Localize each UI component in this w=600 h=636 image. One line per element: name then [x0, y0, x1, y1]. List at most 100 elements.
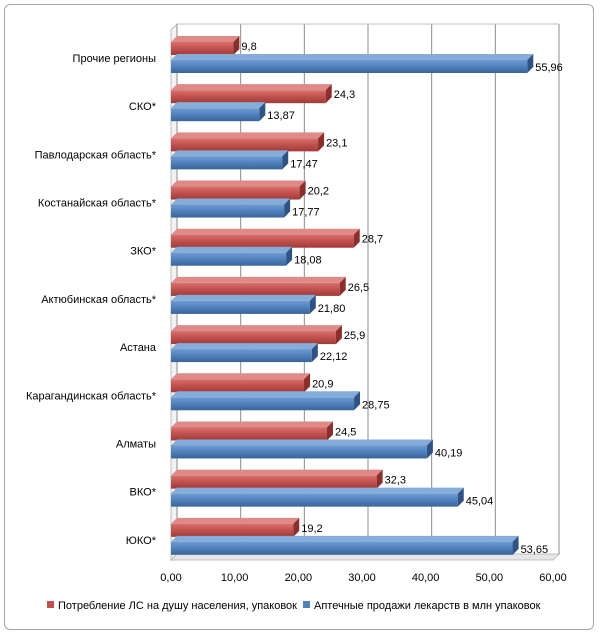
bar-end-face	[335, 325, 342, 345]
bar-sales-0	[171, 54, 534, 73]
category-label-3: Костанайская область*	[38, 198, 157, 210]
bar-end-face	[299, 180, 306, 200]
data-label-sales-5: 21,80	[318, 303, 346, 315]
bar-consumption-0	[171, 36, 240, 55]
bar-top-face	[171, 150, 289, 157]
category-label-6: Астана	[120, 342, 157, 354]
bar-sales-8	[171, 439, 433, 459]
x-tick-label-0: 0,00	[160, 572, 181, 584]
bar-end-face	[353, 228, 360, 248]
x-tick-label-4: 40,00	[412, 572, 440, 584]
data-label-sales-1: 13,87	[267, 110, 295, 122]
category-label-2: Павлодарская область*	[35, 149, 157, 161]
bar-top-face	[171, 391, 361, 398]
bar-top-face	[171, 343, 318, 350]
bar-top-face	[171, 246, 293, 253]
legend-label-consumption: Потребление ЛС на душу населения, упаков…	[58, 600, 297, 612]
bar-consumption-2	[171, 132, 325, 152]
category-labels: Прочие регионы СКО* Павлодарская область* К…	[26, 53, 157, 547]
category-label-7: Карагандинская область*	[26, 390, 157, 402]
bar-end-face	[282, 150, 289, 170]
bar-front-face	[171, 42, 234, 55]
bar-top-face	[171, 84, 332, 91]
bar-top-face	[171, 102, 266, 109]
bar-front-face	[171, 523, 294, 537]
bar-top-face	[171, 421, 333, 428]
bar-consumption-4	[171, 228, 360, 248]
bar-top-face	[171, 132, 325, 139]
bar-consumption-6	[171, 325, 342, 345]
data-label-consumption-4: 28,7	[362, 234, 383, 246]
data-label-consumption-3: 20,2	[308, 186, 329, 198]
data-label-sales-2: 17,47	[290, 158, 318, 170]
bar-front-face	[171, 331, 336, 345]
bar-sales-9	[171, 487, 464, 507]
legend: Потребление ЛС на душу населения, упаков…	[47, 600, 541, 612]
bar-sales-7	[171, 391, 361, 411]
bar-top-face	[171, 325, 342, 332]
bar-front-face	[171, 541, 513, 555]
bar-top-face	[171, 228, 360, 235]
data-label-sales-0: 55,96	[535, 62, 563, 74]
data-label-consumption-5: 26,5	[348, 282, 369, 294]
x-tick-label-5: 50,00	[476, 572, 504, 584]
data-labels: 9,8 55,96 24,3 13,87 23,1 17,47 20,2 17,77 28,7 1…	[241, 41, 562, 556]
bar-end-face	[304, 373, 311, 393]
bar-end-face	[512, 535, 519, 555]
bar-front-face	[171, 445, 427, 459]
bar-top-face	[171, 198, 291, 205]
bar-end-face	[318, 132, 325, 152]
bar-sales-10	[171, 535, 519, 555]
bar-front-face	[171, 427, 327, 441]
category-label-1: СКО*	[129, 101, 157, 113]
tick-labels: 0,00 10,00 20,00 30,00 40,00 50,00 60,00	[160, 572, 566, 584]
data-label-sales-3: 17,77	[292, 207, 320, 219]
bar-top-face	[171, 535, 519, 542]
bar-consumption-10	[171, 517, 300, 537]
bar-front-face	[171, 252, 287, 266]
category-label-0: Прочие регионы	[73, 53, 157, 65]
bar-top-face	[171, 54, 534, 60]
bar-consumption-3	[171, 180, 306, 200]
bars	[171, 36, 534, 555]
data-label-sales-7: 28,75	[362, 399, 390, 411]
data-label-sales-4: 18,08	[294, 255, 322, 267]
bar-front-face	[171, 300, 310, 314]
bar-end-face	[293, 517, 300, 537]
bar-front-face	[171, 186, 300, 200]
bar-end-face	[284, 198, 291, 218]
bar-top-face	[171, 276, 346, 283]
bar-sales-5	[171, 294, 316, 314]
bar-front-face	[171, 234, 354, 248]
bar-front-face	[171, 475, 377, 489]
floor	[169, 553, 561, 561]
bar-consumption-9	[171, 469, 383, 489]
category-label-4: ЗКО*	[130, 246, 156, 258]
bar-sales-2	[171, 150, 289, 170]
category-label-9: ВКО*	[130, 487, 157, 499]
bar-top-face	[171, 373, 311, 380]
bar-end-face	[376, 469, 383, 489]
bar-end-face	[233, 36, 240, 55]
data-label-consumption-7: 20,9	[312, 378, 333, 390]
bar-consumption-5	[171, 276, 346, 296]
bar-front-face	[171, 349, 312, 363]
data-label-consumption-0: 9,8	[241, 41, 256, 53]
bar-front-face	[171, 493, 458, 507]
bar-consumption-8	[171, 421, 333, 441]
bar-front-face	[171, 108, 260, 122]
bar-front-face	[171, 60, 528, 73]
data-label-sales-6: 22,12	[320, 351, 348, 363]
bar-top-face	[171, 294, 316, 301]
category-label-5: Актюбинская область*	[41, 294, 156, 306]
bar-front-face	[171, 204, 285, 218]
bar-end-face	[311, 343, 318, 363]
data-label-sales-8: 40,19	[435, 447, 463, 459]
bar-front-face	[171, 397, 355, 411]
bar-end-face	[354, 391, 361, 411]
bar-end-face	[286, 246, 293, 266]
category-label-10: ЮКО*	[126, 535, 157, 547]
bar-consumption-1	[171, 84, 332, 104]
bar-end-face	[325, 84, 332, 104]
bar-top-face	[171, 36, 240, 42]
